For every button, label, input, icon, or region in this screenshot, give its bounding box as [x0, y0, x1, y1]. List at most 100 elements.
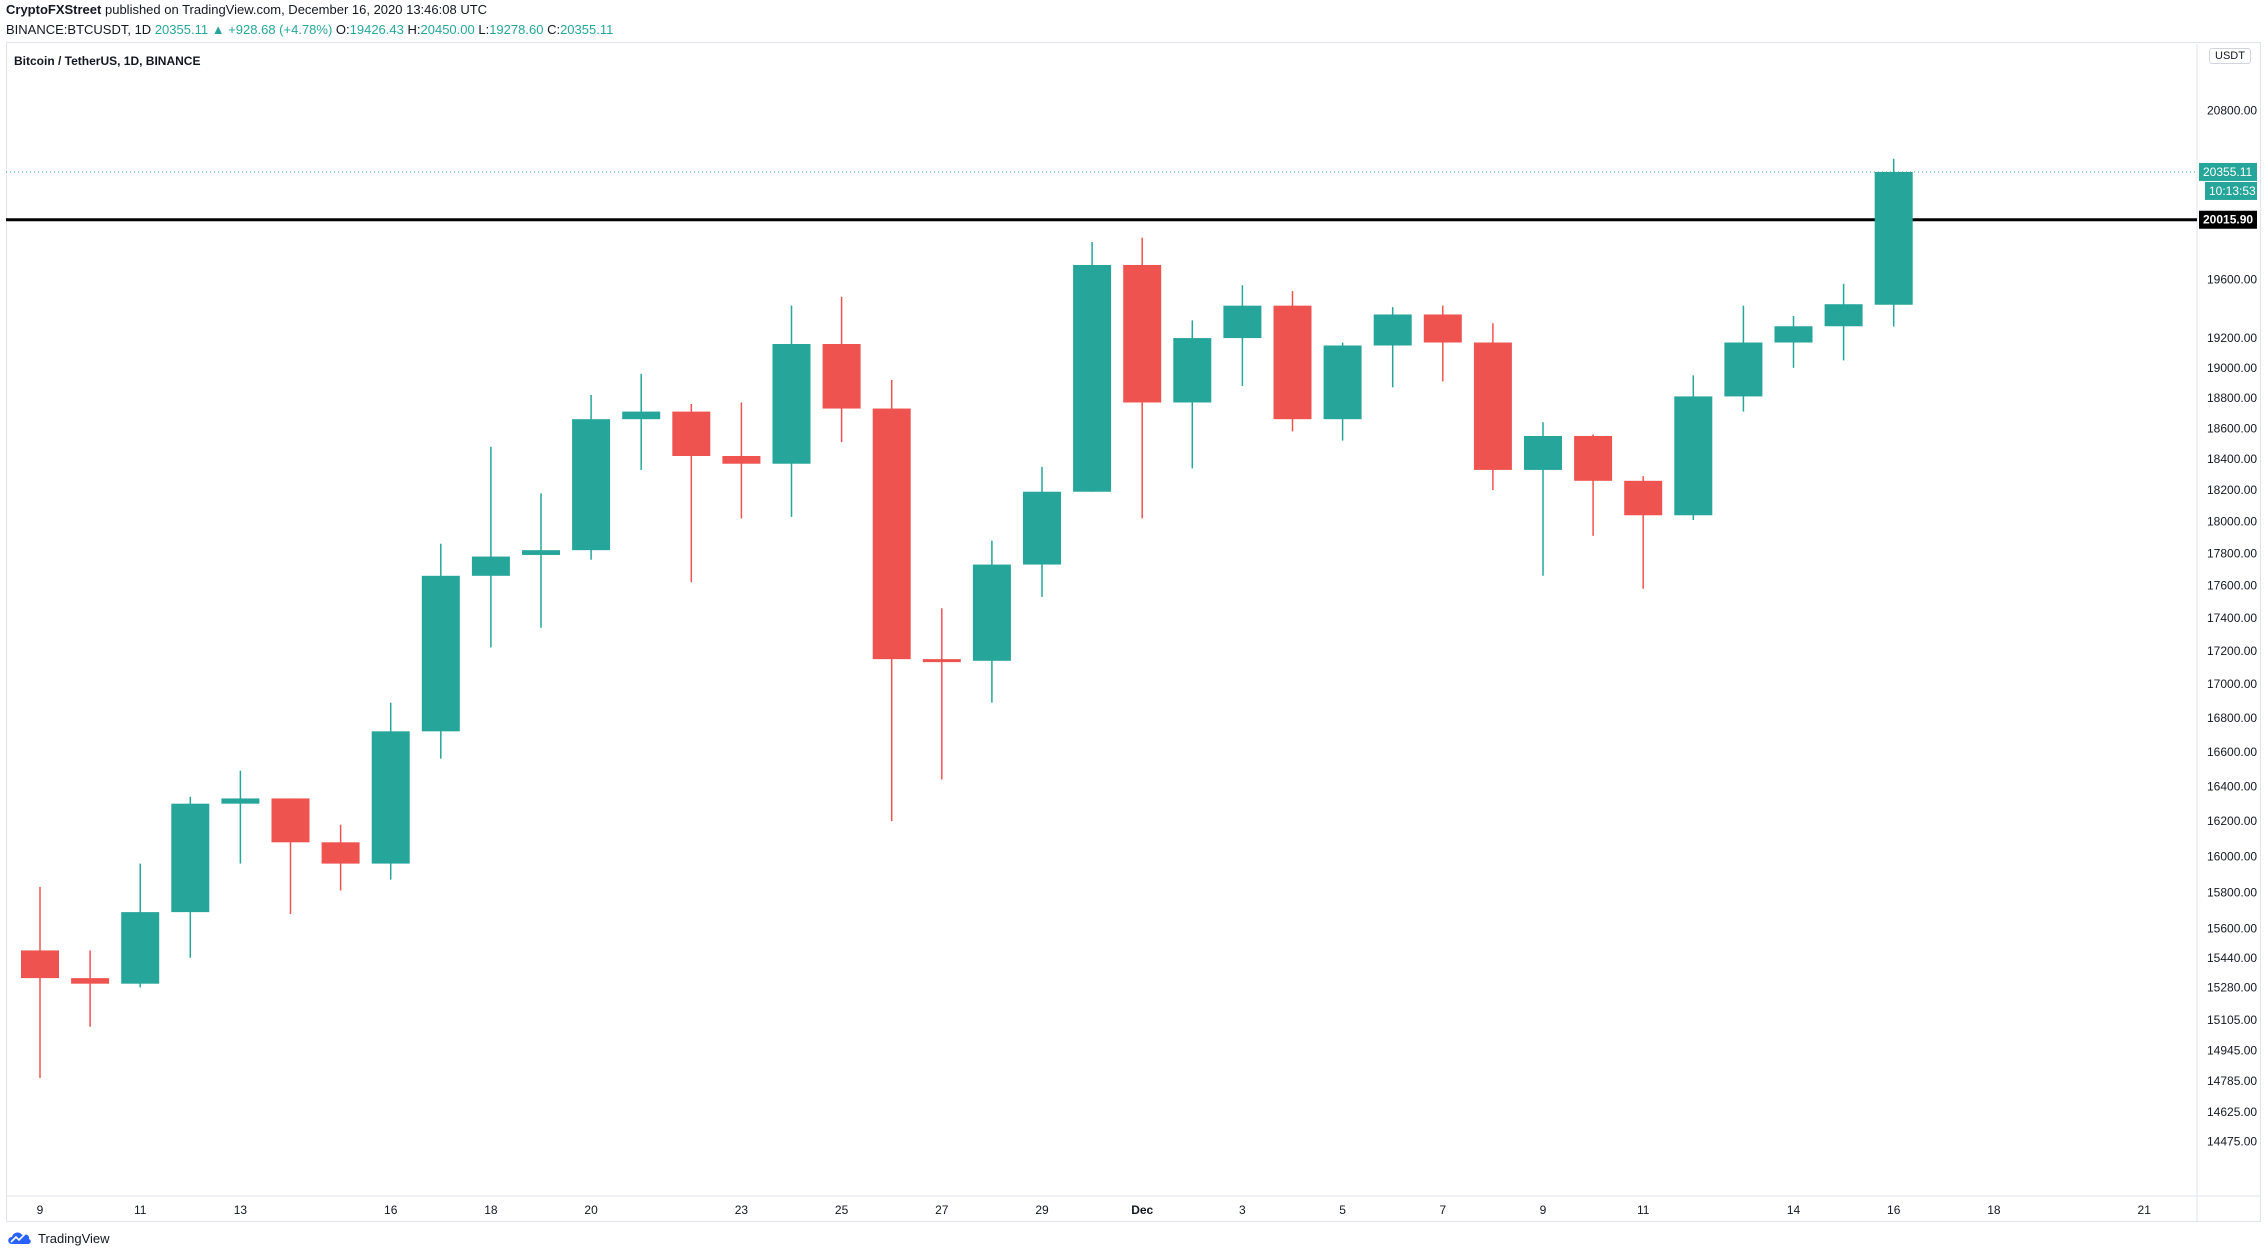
- candle-body: [672, 411, 711, 456]
- time-tick-label: 16: [1887, 1203, 1901, 1217]
- candle-body: [622, 411, 661, 420]
- price-tick-label: 18200.00: [2207, 483, 2257, 497]
- candle-body: [1323, 345, 1362, 420]
- ohlc-header: BINANCE:BTCUSDT, 1D 20355.11 ▲ +928.68 (…: [6, 22, 613, 37]
- candle-body: [1624, 480, 1663, 516]
- chart-frame: [6, 42, 2261, 1222]
- time-tick-label: 29: [1035, 1203, 1049, 1217]
- candle-body: [421, 575, 460, 732]
- time-tick-label: 11: [1637, 1203, 1650, 1217]
- price-tick-label: 15105.00: [2207, 1013, 2257, 1027]
- candle-body: [21, 950, 59, 979]
- candle-body: [1223, 305, 1262, 339]
- price-tick-label: 16400.00: [2207, 779, 2257, 793]
- price-tick-label: 18600.00: [2207, 421, 2257, 435]
- candle-body: [1173, 338, 1212, 403]
- candle-body: [972, 564, 1011, 661]
- time-tick-label: 18: [484, 1203, 498, 1217]
- candle-body: [1023, 491, 1061, 565]
- candle-body: [221, 798, 260, 804]
- candle-body: [1473, 342, 1512, 470]
- candle-body: [1073, 264, 1112, 492]
- level-badge-text: 20015.90: [2203, 213, 2253, 227]
- chart-legend-title: Bitcoin / TetherUS, 1D, BINANCE: [14, 54, 201, 68]
- candle-body: [171, 803, 210, 913]
- candle-body: [522, 550, 560, 555]
- price-tick-label: 15800.00: [2207, 885, 2257, 899]
- close-label: C:: [547, 22, 561, 37]
- price-tick-label: 15280.00: [2207, 980, 2257, 994]
- candle-body: [1423, 314, 1462, 343]
- candle-body: [1674, 396, 1713, 516]
- price-tick-label: 15440.00: [2207, 951, 2257, 965]
- countdown-badge-text: 10:13:53: [2209, 184, 2256, 198]
- candle-body: [71, 978, 110, 984]
- candle-body: [1824, 304, 1863, 327]
- time-tick-label: 27: [935, 1203, 949, 1217]
- candle-body: [371, 731, 410, 864]
- candle-body: [121, 912, 160, 984]
- price-tick-label: 17000.00: [2207, 677, 2257, 691]
- candle-body: [822, 344, 861, 409]
- price-tick-label: 19000.00: [2207, 361, 2257, 375]
- high-label: H:: [407, 22, 421, 37]
- price-tick-label: 14945.00: [2207, 1043, 2257, 1057]
- symbol-line: BINANCE:BTCUSDT, 1D: [6, 22, 152, 37]
- time-tick-label: 3: [1239, 1203, 1246, 1217]
- currency-button[interactable]: USDT: [2209, 48, 2251, 64]
- time-tick-label: 9: [1540, 1203, 1547, 1217]
- time-tick-label: 13: [234, 1203, 248, 1217]
- candle-body: [271, 798, 310, 843]
- time-tick-label: 9: [37, 1203, 44, 1217]
- price-tick-label: 17200.00: [2207, 644, 2257, 658]
- time-tick-label: Dec: [1131, 1203, 1153, 1217]
- candle-body: [772, 344, 811, 464]
- publisher-name[interactable]: CryptoFXStreet: [6, 2, 102, 17]
- time-tick-label: 14: [1787, 1203, 1801, 1217]
- open-label: O:: [335, 22, 350, 37]
- open-value: 19426.43: [349, 22, 404, 37]
- time-tick-label: 16: [384, 1203, 398, 1217]
- price-tick-label: 14475.00: [2207, 1134, 2257, 1148]
- candle-body: [722, 455, 761, 464]
- tradingview-brand: TradingView: [38, 1230, 110, 1246]
- candle-body: [321, 842, 360, 864]
- price-tick-label: 14785.00: [2207, 1074, 2257, 1088]
- candle-body: [1574, 436, 1613, 481]
- price-tick-label: 19200.00: [2207, 331, 2257, 345]
- price-tick-label: 18400.00: [2207, 452, 2257, 466]
- publish-info: CryptoFXStreet published on TradingView.…: [6, 2, 487, 17]
- close-value: 20355.11: [560, 22, 614, 37]
- candle-body: [1373, 314, 1412, 346]
- price-tick-label: 16000.00: [2207, 849, 2257, 863]
- low-label: L:: [478, 22, 490, 37]
- candle-body: [1123, 264, 1162, 403]
- candle-body: [872, 408, 911, 660]
- tradingview-cloud-icon: [8, 1232, 31, 1244]
- level-badge: [2199, 210, 2257, 229]
- price-tick-label: 15600.00: [2207, 921, 2257, 935]
- candle-body: [471, 556, 510, 576]
- price-tick-label: 16800.00: [2207, 711, 2257, 725]
- change-text: ▲ +928.68 (+4.78%): [211, 22, 333, 37]
- price-tick-label: 19600.00: [2207, 272, 2257, 286]
- price-tick-label: 16600.00: [2207, 745, 2257, 759]
- price-tick-label: 17400.00: [2207, 611, 2257, 625]
- time-tick-label: 23: [735, 1203, 749, 1217]
- last-price-badge-text: 20355.11: [2203, 165, 2252, 179]
- published-text: published on TradingView.com, December 1…: [104, 2, 488, 17]
- countdown-badge: [2205, 181, 2257, 200]
- candle-body: [1524, 436, 1562, 470]
- tradingview-logo[interactable]: TradingView: [6, 1230, 110, 1246]
- last-price-badge: [2199, 162, 2257, 181]
- time-tick-label: 18: [1987, 1203, 2001, 1217]
- candle-body: [1774, 326, 1813, 343]
- price-tick-label: 17800.00: [2207, 546, 2257, 560]
- candle-body: [922, 659, 961, 663]
- candle-body: [572, 419, 611, 551]
- candle-body: [1273, 305, 1312, 420]
- time-tick-label: 21: [2138, 1203, 2152, 1217]
- price-tick-label: 18000.00: [2207, 515, 2257, 529]
- last-price-text: 20355.11: [154, 22, 209, 37]
